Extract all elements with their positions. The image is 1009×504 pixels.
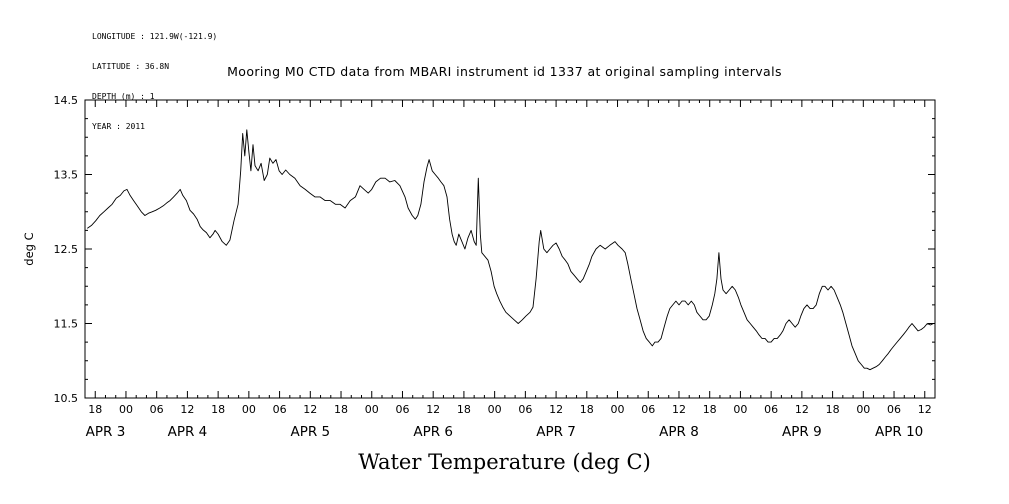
x-date-label: APR 4 <box>168 424 208 440</box>
x-tick-label: 18 <box>580 403 594 416</box>
x-tick-label: 12 <box>918 403 932 416</box>
x-tick-label: 12 <box>303 403 317 416</box>
x-tick-label: 18 <box>826 403 840 416</box>
x-tick-label: 12 <box>426 403 440 416</box>
x-date-label: APR 5 <box>290 424 330 440</box>
x-tick-label: 06 <box>150 403 164 416</box>
x-tick-label: 00 <box>488 403 502 416</box>
x-tick-label: 18 <box>457 403 471 416</box>
x-tick-label: 00 <box>365 403 379 416</box>
x-tick-label: 00 <box>733 403 747 416</box>
metadata-longitude: LONGITUDE : 121.9W(-121.9) <box>92 32 218 41</box>
x-tick-label: 12 <box>795 403 809 416</box>
x-tick-label: 18 <box>211 403 225 416</box>
x-tick-label: 06 <box>273 403 287 416</box>
x-tick-label: 18 <box>334 403 348 416</box>
x-tick-label: 06 <box>887 403 901 416</box>
x-tick-label: 00 <box>242 403 256 416</box>
x-tick-label: 06 <box>641 403 655 416</box>
metadata-depth: DEPTH (m) : 1 <box>92 92 155 101</box>
x-date-label: APR 9 <box>782 424 822 440</box>
x-tick-label: 06 <box>518 403 532 416</box>
temperature-line <box>87 129 934 371</box>
metadata-block: LONGITUDE : 121.9W(-121.9) LATITUDE : 36… <box>92 12 217 152</box>
plot-frame <box>84 99 936 399</box>
x-axis-caption: Water Temperature (deg C) <box>358 450 651 474</box>
x-tick-label: 06 <box>764 403 778 416</box>
x-date-label: APR 10 <box>875 424 923 440</box>
metadata-year: YEAR : 2011 <box>92 122 145 131</box>
x-tick-label: 12 <box>549 403 563 416</box>
x-date-label: APR 7 <box>536 424 576 440</box>
x-date-label: APR 6 <box>413 424 453 440</box>
y-tick-label: 13.5 <box>54 169 79 182</box>
y-tick-label: 12.5 <box>54 243 79 256</box>
metadata-latitude: LATITUDE : 36.8N <box>92 62 170 71</box>
x-date-label: APR 3 <box>86 424 126 440</box>
x-tick-label: 06 <box>395 403 409 416</box>
x-tick-label: 18 <box>88 403 102 416</box>
x-date-label: APR 8 <box>659 424 699 440</box>
x-tick-label: 00 <box>856 403 870 416</box>
y-tick-label: 14.5 <box>54 94 79 107</box>
x-tick-label: 12 <box>672 403 686 416</box>
x-tick-label: 12 <box>180 403 194 416</box>
x-tick-label: 00 <box>611 403 625 416</box>
y-axis-label: deg C <box>22 232 36 265</box>
y-tick-label: 11.5 <box>54 318 79 331</box>
chart-title: Mooring M0 CTD data from MBARI instrumen… <box>227 64 782 79</box>
y-tick-label: 10.5 <box>54 392 79 405</box>
x-tick-label: 18 <box>703 403 717 416</box>
x-tick-label: 00 <box>119 403 133 416</box>
